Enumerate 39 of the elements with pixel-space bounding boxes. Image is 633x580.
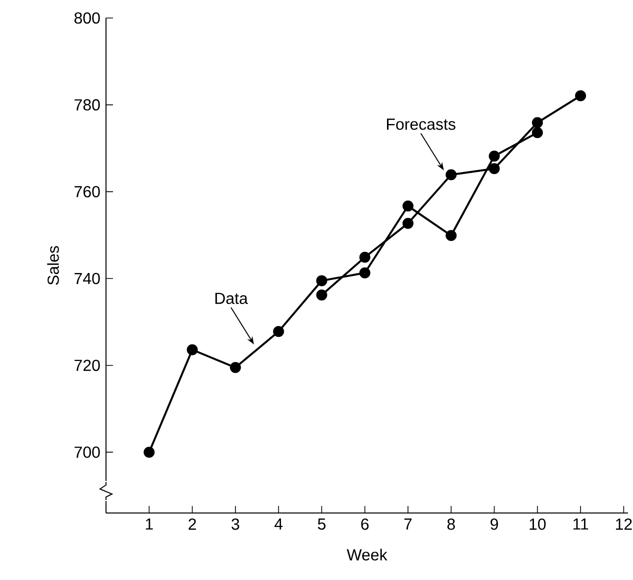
x-tick-label: 8 bbox=[447, 518, 455, 530]
x-tick-label: 6 bbox=[361, 518, 369, 530]
x-tick-label: 12 bbox=[616, 518, 632, 530]
y-tick-label: 720 bbox=[74, 360, 100, 372]
y-tick-label: 760 bbox=[74, 186, 100, 198]
x-tick-label: 10 bbox=[530, 518, 546, 530]
point bbox=[575, 90, 586, 102]
point bbox=[488, 150, 500, 162]
x-axis-title: Week bbox=[346, 548, 388, 560]
x-tick-label: 1 bbox=[146, 518, 153, 530]
x-tick-label: 2 bbox=[188, 518, 196, 530]
point bbox=[273, 326, 284, 337]
x-tick-label: 7 bbox=[404, 518, 412, 530]
point bbox=[186, 344, 198, 356]
point bbox=[446, 169, 457, 180]
text: Forecasts bbox=[387, 118, 456, 130]
point bbox=[359, 267, 370, 278]
y-tick-label: 800 bbox=[74, 12, 100, 24]
point bbox=[532, 117, 543, 128]
x-tick-label: 5 bbox=[318, 518, 326, 530]
x-tick-label: 11 bbox=[573, 518, 588, 530]
point bbox=[144, 446, 155, 458]
y-tick-label: 700 bbox=[74, 446, 100, 458]
point bbox=[446, 230, 457, 242]
point bbox=[230, 362, 241, 374]
point bbox=[532, 127, 543, 138]
point bbox=[316, 290, 328, 301]
point bbox=[402, 218, 414, 229]
point bbox=[316, 275, 328, 286]
y-axis-title: Sales bbox=[47, 246, 59, 285]
x-tick-label: 9 bbox=[490, 518, 498, 530]
text: Data bbox=[215, 292, 248, 304]
point bbox=[359, 252, 370, 263]
x-tick-label: 4 bbox=[274, 518, 283, 530]
y-tick-label: 780 bbox=[74, 99, 100, 110]
point bbox=[402, 200, 414, 212]
point bbox=[488, 163, 500, 174]
x-tick-label: 3 bbox=[232, 518, 240, 530]
y-tick-label: 740 bbox=[74, 272, 100, 284]
